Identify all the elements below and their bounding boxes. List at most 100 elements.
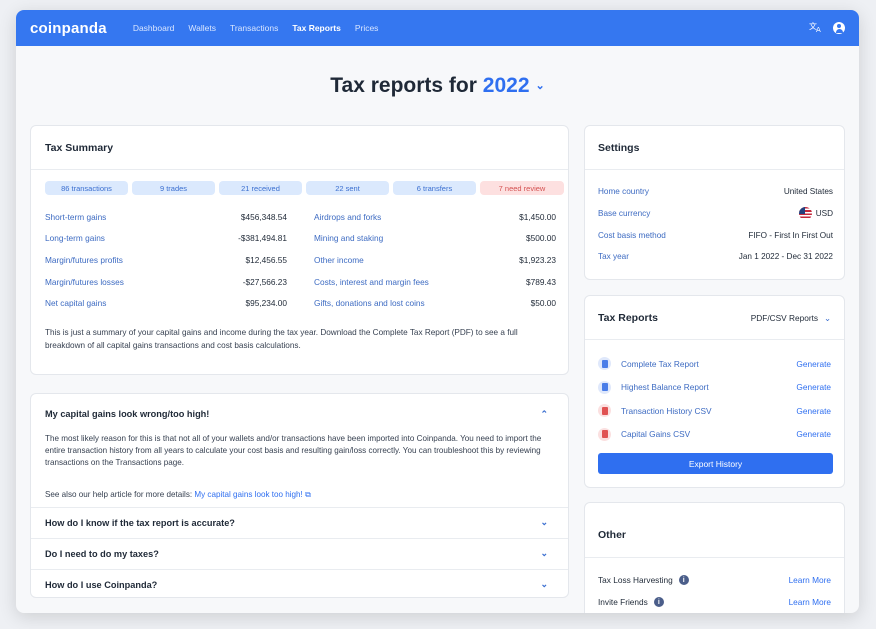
settings-title: Settings	[598, 142, 640, 154]
stat-row: Airdrops and forks $1,450.00	[314, 206, 556, 228]
stat-row: Mining and staking $500.00	[314, 228, 556, 250]
stat-row: Other income $1,923.23	[314, 249, 556, 271]
setting-tax-year[interactable]: Tax year Jan 1 2022 - Dec 31 2022	[598, 246, 833, 268]
generate-button[interactable]: Generate	[796, 405, 831, 416]
learn-more-link[interactable]: Learn More	[788, 597, 831, 607]
report-type-dropdown[interactable]: PDF/CSV Reports ⌄	[751, 313, 831, 323]
setting-label[interactable]: Home country	[598, 187, 649, 197]
nav-prices[interactable]: Prices	[354, 23, 379, 33]
pill-sent[interactable]: 22 sent	[306, 181, 389, 195]
summary-note: This is just a summary of your capital g…	[45, 328, 518, 350]
divider	[585, 169, 844, 170]
pill-need-review[interactable]: 7 need review	[480, 181, 564, 195]
generate-button[interactable]: Generate	[796, 358, 831, 369]
stat-label[interactable]: Margin/futures losses	[45, 276, 124, 287]
report-row: Complete Tax Report Generate	[598, 352, 833, 376]
setting-value: FIFO - First In First Out	[748, 230, 833, 240]
other-item-name: Invite Friends	[598, 597, 648, 607]
setting-home-country[interactable]: Home country United States	[598, 181, 833, 203]
pdf-file-icon	[598, 357, 611, 371]
pill-transfers[interactable]: 6 transfers	[393, 181, 476, 195]
faq-question-how-to-use[interactable]: How do I use Coinpanda? ⌄	[31, 569, 568, 600]
faq-question-text: Do I need to do my taxes?	[45, 548, 159, 559]
faq-question-do-taxes[interactable]: Do I need to do my taxes? ⌄	[31, 538, 568, 569]
tax-summary-card: Tax Summary 86 transactions 9 trades 21 …	[30, 125, 569, 375]
help-article-link-text[interactable]: My capital gains look too high!	[194, 490, 303, 499]
setting-label[interactable]: Cost basis method	[598, 230, 666, 240]
pill-transactions[interactable]: 86 transactions	[45, 181, 128, 195]
svg-text:文: 文	[809, 21, 817, 31]
report-row: Highest Balance Report Generate	[598, 376, 833, 400]
info-icon[interactable]: i	[653, 597, 664, 607]
app-window: coinpanda Dashboard Wallets Transactions…	[16, 10, 859, 613]
report-list: Complete Tax Report Generate Highest Bal…	[598, 352, 833, 446]
faq-card: My capital gains look wrong/too high! ⌃ …	[30, 393, 569, 598]
stat-label[interactable]: Other income	[314, 254, 364, 265]
info-icon[interactable]: i	[678, 575, 689, 585]
setting-base-currency[interactable]: Base currency USD	[598, 203, 833, 225]
nav-tax-reports[interactable]: Tax Reports	[292, 23, 341, 33]
stat-label[interactable]: Costs, interest and margin fees	[314, 276, 429, 287]
other-title: Other	[598, 529, 627, 541]
stat-label[interactable]: Gifts, donations and lost coins	[314, 298, 425, 309]
setting-cost-basis[interactable]: Cost basis method FIFO - First In First O…	[598, 224, 833, 246]
nav-wallets[interactable]: Wallets	[188, 23, 216, 33]
faq-question-text: My capital gains look wrong/too high!	[45, 409, 210, 419]
stat-label[interactable]: Net capital gains	[45, 298, 107, 309]
report-name: Transaction History CSV	[621, 405, 712, 416]
nav-transactions[interactable]: Transactions	[229, 23, 279, 33]
export-history-button[interactable]: Export History	[598, 453, 833, 474]
divider	[31, 507, 568, 508]
stat-label[interactable]: Long-term gains	[45, 233, 105, 244]
faq-question-accuracy[interactable]: How do I know if the tax report is accur…	[31, 507, 568, 538]
generate-button[interactable]: Generate	[796, 429, 831, 440]
settings-list: Home country United States Base currency U…	[598, 181, 833, 268]
setting-label[interactable]: Tax year	[598, 252, 629, 262]
help-article-link[interactable]: My capital gains look too high! ⧉	[194, 490, 310, 499]
translate-icon[interactable]: 文 A	[809, 21, 823, 36]
stat-row: Margin/futures losses -$27,566.23	[45, 271, 287, 293]
stat-row: Net capital gains $95,234.00	[45, 292, 287, 314]
stat-label[interactable]: Mining and staking	[314, 233, 384, 244]
generate-button[interactable]: Generate	[796, 382, 831, 393]
stat-row: Short-term gains $456,348.54	[45, 206, 287, 228]
setting-value: USD	[815, 209, 833, 219]
stat-value: $1,923.23	[519, 254, 556, 265]
stat-label[interactable]: Airdrops and forks	[314, 211, 382, 222]
chevron-down-icon[interactable]: ⌄	[540, 517, 548, 527]
stat-label[interactable]: Margin/futures profits	[45, 254, 123, 265]
report-row: Capital Gains CSV Generate	[598, 423, 833, 447]
chevron-up-icon[interactable]: ⌃	[540, 408, 548, 419]
us-flag-icon	[798, 207, 812, 221]
csv-file-icon	[598, 404, 611, 418]
faq-question-text: How do I use Coinpanda?	[45, 579, 158, 590]
user-account-icon[interactable]	[833, 22, 845, 34]
chevron-down-icon[interactable]: ⌄	[540, 548, 548, 558]
divider	[31, 169, 568, 170]
stat-value: $50.00	[530, 298, 556, 309]
report-name: Highest Balance Report	[621, 382, 709, 393]
stat-label[interactable]: Short-term gains	[45, 211, 107, 222]
setting-label[interactable]: Base currency	[598, 209, 651, 219]
stat-row: Margin/futures profits $12,456.55	[45, 249, 287, 271]
faq-question-open[interactable]: My capital gains look wrong/too high! ⌃	[31, 406, 568, 422]
pill-received[interactable]: 21 received	[219, 181, 302, 195]
pill-trades[interactable]: 9 trades	[132, 181, 215, 195]
income-column: Airdrops and forks $1,450.00 Mining and s…	[314, 206, 556, 314]
other-card: Other Tax Loss Harvesting i Learn More I…	[584, 502, 845, 613]
faq-question-text: How do I know if the tax report is accur…	[45, 517, 235, 528]
report-row: Transaction History CSV Generate	[598, 399, 833, 423]
learn-more-link[interactable]: Learn More	[788, 575, 831, 585]
stat-value: -$381,494.81	[238, 233, 287, 244]
setting-value: Jan 1 2022 - Dec 31 2022	[738, 252, 833, 262]
chevron-down-icon[interactable]: ⌄	[824, 313, 831, 323]
chevron-down-icon[interactable]: ⌄	[535, 80, 545, 92]
other-list: Tax Loss Harvesting i Learn More Invite …	[598, 569, 833, 613]
year-selector[interactable]: 2022	[482, 74, 530, 97]
report-name: Complete Tax Report	[621, 358, 699, 369]
divider	[585, 557, 844, 558]
external-link-icon[interactable]: ⧉	[305, 490, 311, 499]
nav-dashboard[interactable]: Dashboard	[132, 23, 175, 33]
brand-logo[interactable]: coinpanda	[30, 19, 107, 37]
chevron-down-icon[interactable]: ⌄	[540, 579, 548, 589]
